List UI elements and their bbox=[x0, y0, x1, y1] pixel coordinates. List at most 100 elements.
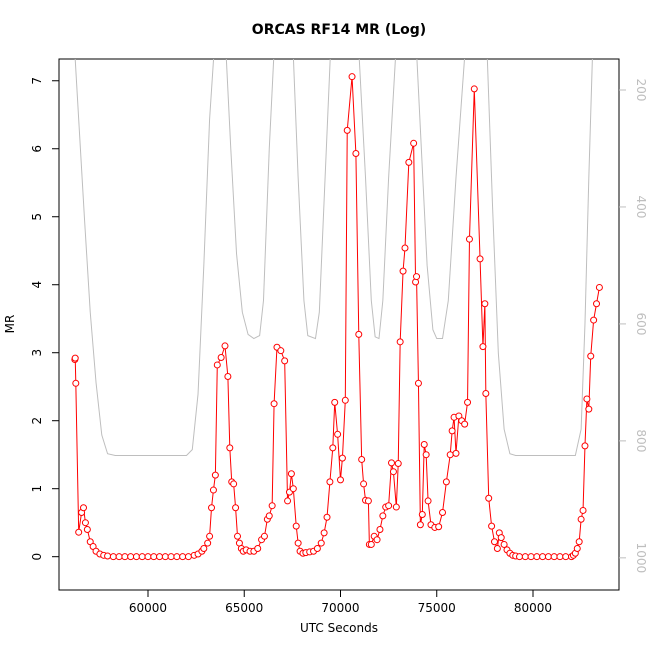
data-point bbox=[435, 523, 443, 531]
data-point bbox=[348, 73, 356, 81]
data-point bbox=[364, 497, 372, 505]
data-point bbox=[208, 504, 216, 512]
data-point bbox=[317, 539, 325, 547]
y-tick-label: 6 bbox=[30, 145, 44, 153]
data-point bbox=[75, 528, 83, 536]
data-point bbox=[292, 522, 300, 530]
data-point bbox=[71, 354, 79, 362]
data-point bbox=[338, 454, 346, 462]
data-point bbox=[577, 515, 585, 523]
data-point bbox=[161, 553, 169, 561]
data-point bbox=[497, 534, 505, 542]
data-point bbox=[109, 553, 117, 561]
data-point bbox=[277, 347, 285, 355]
data-point bbox=[581, 442, 589, 450]
data-point bbox=[465, 235, 473, 243]
data-point bbox=[206, 532, 214, 540]
y-tick-label: 2 bbox=[30, 417, 44, 425]
data-point bbox=[326, 478, 334, 486]
y2-tick-label: 200 bbox=[634, 79, 648, 102]
data-point bbox=[313, 545, 321, 553]
data-point bbox=[289, 485, 297, 493]
data-point bbox=[83, 525, 91, 533]
plot-frame bbox=[58, 58, 620, 591]
data-point bbox=[583, 395, 591, 403]
data-point bbox=[334, 430, 342, 438]
data-point bbox=[173, 553, 181, 561]
data-point bbox=[226, 444, 234, 452]
data-point bbox=[360, 480, 368, 488]
data-point bbox=[184, 553, 192, 561]
data-point bbox=[416, 521, 424, 529]
series-line bbox=[74, 59, 593, 456]
data-point bbox=[585, 405, 593, 413]
data-point bbox=[587, 352, 595, 360]
data-point bbox=[439, 508, 447, 516]
data-point bbox=[132, 553, 140, 561]
y-tick-label: 0 bbox=[30, 553, 44, 561]
data-point bbox=[590, 316, 598, 324]
data-point bbox=[493, 545, 501, 553]
data-point bbox=[470, 85, 478, 93]
data-point bbox=[399, 267, 407, 275]
data-point bbox=[533, 553, 541, 561]
data-point bbox=[575, 538, 583, 546]
data-point bbox=[595, 283, 603, 291]
y2-tick-label: 400 bbox=[634, 196, 648, 219]
data-point bbox=[420, 441, 428, 449]
data-point bbox=[389, 468, 397, 476]
data-point bbox=[211, 471, 219, 479]
data-point bbox=[294, 539, 302, 547]
data-point bbox=[367, 540, 375, 548]
data-point bbox=[521, 553, 529, 561]
data-point bbox=[413, 273, 421, 281]
data-point bbox=[358, 455, 366, 463]
data-point bbox=[527, 553, 535, 561]
data-point bbox=[284, 497, 292, 505]
data-point bbox=[388, 459, 396, 467]
data-point bbox=[373, 536, 381, 544]
data-point bbox=[72, 379, 80, 387]
data-point bbox=[144, 553, 152, 561]
x-tick-label: 80000 bbox=[514, 601, 552, 615]
data-point bbox=[355, 330, 363, 338]
data-point bbox=[213, 361, 221, 369]
data-point bbox=[481, 300, 489, 308]
data-point bbox=[204, 539, 212, 547]
data-point bbox=[385, 502, 393, 510]
data-point bbox=[281, 357, 289, 365]
data-point bbox=[516, 553, 524, 561]
data-point bbox=[150, 553, 158, 561]
chart-title: ORCAS RF14 MR (Log) bbox=[252, 22, 426, 38]
data-point bbox=[550, 553, 558, 561]
data-point bbox=[336, 476, 344, 484]
y2-tick-label: 800 bbox=[634, 429, 648, 452]
data-point bbox=[562, 553, 570, 561]
data-point bbox=[452, 449, 460, 457]
data-point bbox=[80, 504, 88, 512]
data-point bbox=[418, 511, 426, 519]
data-point bbox=[104, 552, 112, 560]
data-point bbox=[265, 512, 273, 520]
data-point bbox=[331, 398, 339, 406]
data-point bbox=[81, 519, 89, 527]
data-point bbox=[422, 451, 430, 459]
x-tick-label: 75000 bbox=[418, 601, 456, 615]
y-tick-label: 5 bbox=[30, 213, 44, 221]
data-point bbox=[401, 244, 409, 252]
data-point bbox=[115, 553, 123, 561]
data-point bbox=[579, 506, 587, 514]
data-point bbox=[394, 460, 402, 468]
y2-tick-label: 1000 bbox=[634, 543, 648, 574]
y-tick-label: 1 bbox=[30, 485, 44, 493]
data-point bbox=[500, 540, 508, 548]
data-point bbox=[232, 504, 240, 512]
data-point bbox=[479, 343, 487, 351]
data-point bbox=[260, 532, 268, 540]
data-point bbox=[127, 553, 135, 561]
data-point bbox=[320, 529, 328, 537]
data-point bbox=[323, 513, 331, 521]
data-point bbox=[329, 444, 337, 452]
x-axis-label: UTC Seconds bbox=[300, 621, 378, 635]
